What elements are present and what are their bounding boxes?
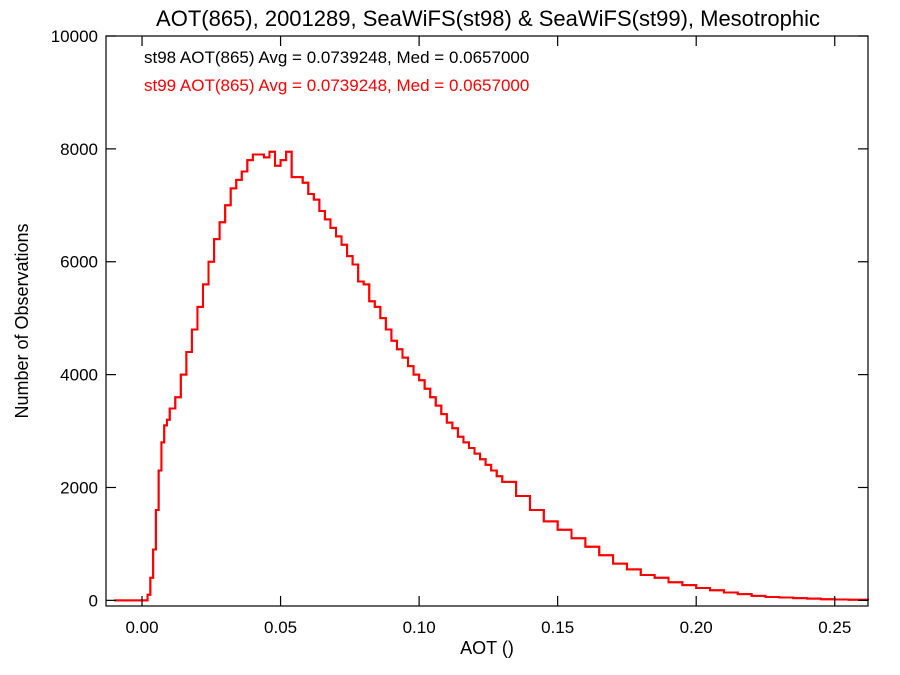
x-tick-label: 0.25 bbox=[818, 618, 851, 637]
annotation-st98-stats: st98 AOT(865) Avg = 0.0739248, Med = 0.0… bbox=[144, 48, 529, 67]
x-axis: 0.00 0.05 0.10 0.15 0.20 0.25 bbox=[125, 36, 851, 637]
annotations: st98 AOT(865) Avg = 0.0739248, Med = 0.0… bbox=[144, 48, 529, 95]
y-axis: 0 2000 4000 6000 8000 10000 bbox=[51, 27, 868, 610]
y-tick-label: 8000 bbox=[60, 140, 98, 159]
chart-title: AOT(865), 2001289, SeaWiFS(st98) & SeaWi… bbox=[156, 6, 820, 31]
y-tick-label: 10000 bbox=[51, 27, 98, 46]
x-axis-label: AOT () bbox=[460, 638, 514, 658]
x-tick-label: 0.00 bbox=[125, 618, 158, 637]
series-line-st99 bbox=[114, 150, 869, 602]
y-tick-label: 2000 bbox=[60, 478, 98, 497]
annotation-st99-stats: st99 AOT(865) Avg = 0.0739248, Med = 0.0… bbox=[144, 76, 529, 95]
y-tick-label: 4000 bbox=[60, 366, 98, 385]
x-tick-label: 0.15 bbox=[541, 618, 574, 637]
series-layer bbox=[114, 150, 869, 602]
x-tick-label: 0.05 bbox=[264, 618, 297, 637]
y-tick-label: 6000 bbox=[60, 253, 98, 272]
x-tick-label: 0.10 bbox=[403, 618, 436, 637]
y-axis-label: Number of Observations bbox=[12, 223, 32, 418]
plot-frame bbox=[105, 35, 869, 607]
x-tick-label: 0.20 bbox=[680, 618, 713, 637]
y-tick-label: 0 bbox=[89, 591, 98, 610]
